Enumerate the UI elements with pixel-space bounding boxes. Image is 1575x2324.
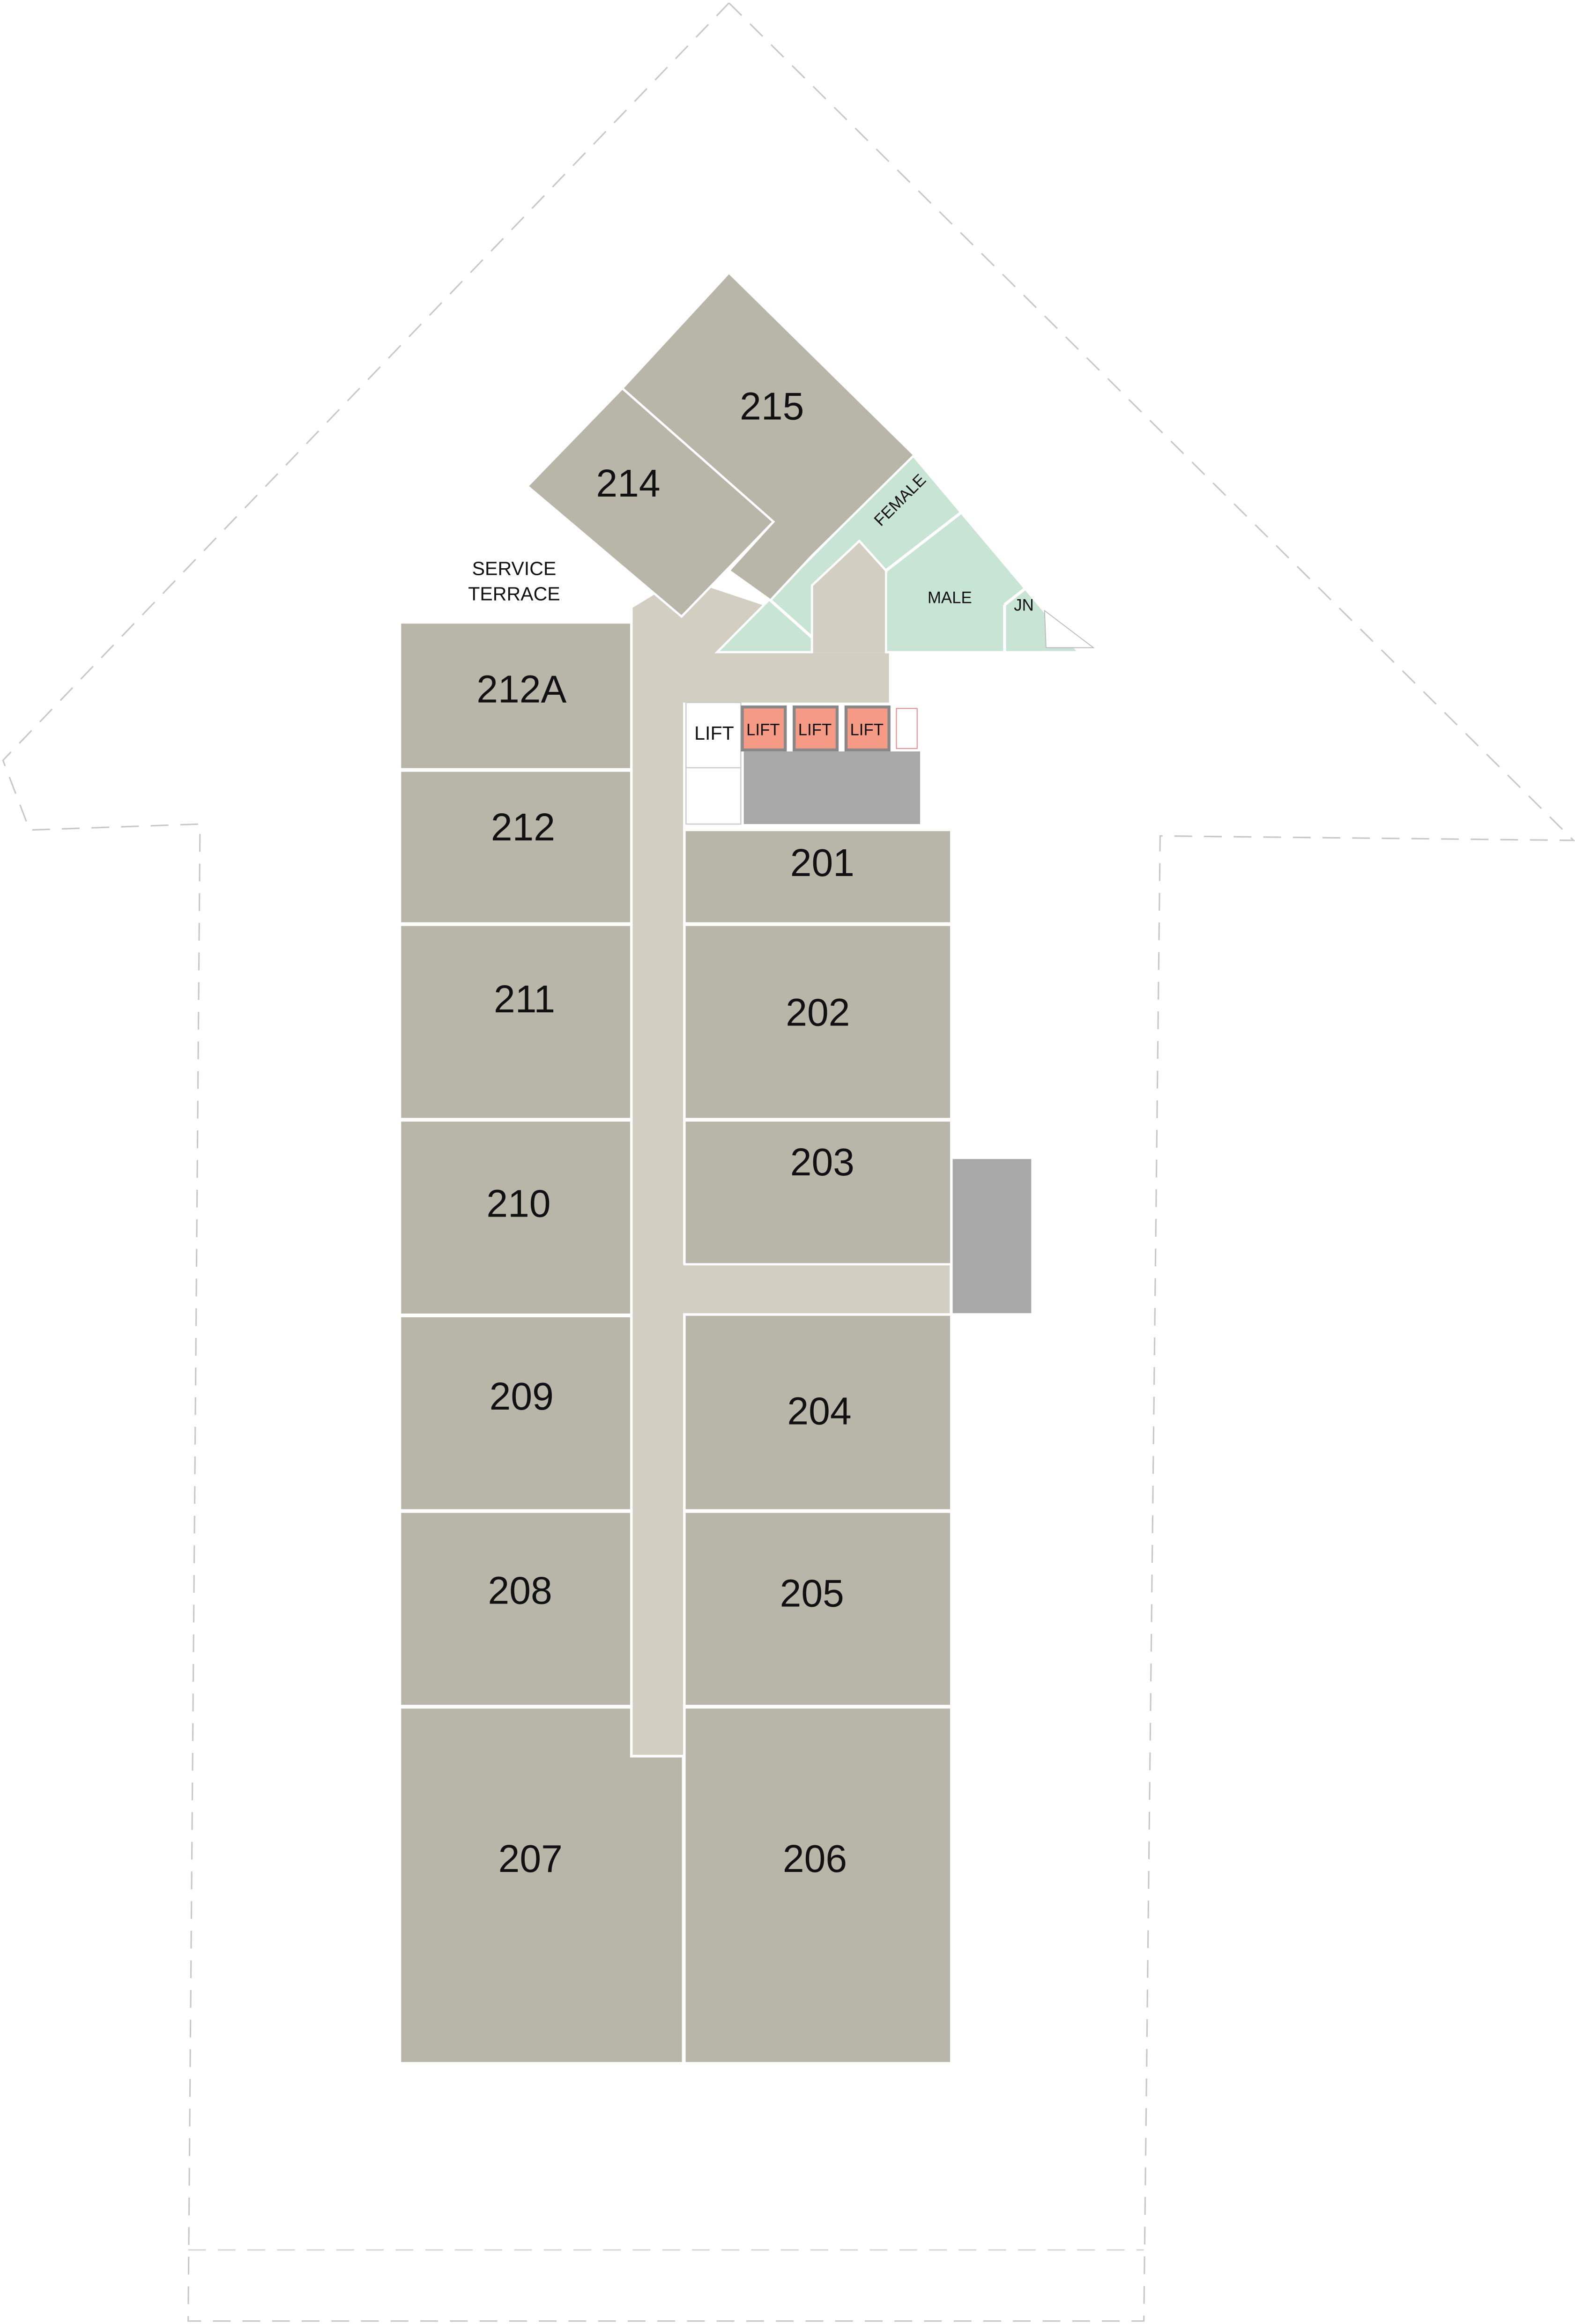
service-duct [896, 708, 918, 749]
room-205-label: 205 [780, 1573, 844, 1615]
lift-2 [793, 705, 839, 752]
lift-1-label: LIFT [746, 721, 780, 739]
shaft-void [1044, 609, 1095, 648]
room-209-label: 209 [490, 1375, 554, 1418]
room-214[interactable] [526, 386, 775, 618]
toilet-partition [1003, 577, 1040, 606]
corridor-upper [632, 578, 889, 1755]
room-212a[interactable] [399, 621, 632, 771]
room-206[interactable] [683, 1706, 952, 2064]
room-201-label: 201 [790, 842, 854, 884]
service-terrace-label: SERVICE [472, 558, 557, 579]
lift-2-label: LIFT [798, 721, 832, 739]
room-207[interactable] [399, 1706, 684, 2064]
room-202-label: 202 [786, 991, 850, 1034]
service-terrace-label-2: TERRACE [468, 583, 560, 604]
room-201[interactable] [683, 829, 952, 925]
stairs-east [952, 1159, 1032, 1314]
room-207-label: 207 [498, 1838, 563, 1880]
room-212a-label: 212A [476, 668, 566, 711]
male-toilet-label: MALE [928, 589, 972, 607]
room-211[interactable] [399, 923, 632, 1121]
room-204-label: 204 [787, 1390, 851, 1433]
room-212[interactable] [399, 769, 632, 925]
corridor-cross [683, 1264, 950, 1314]
stairs-core [743, 751, 921, 824]
room-203[interactable] [683, 1119, 952, 1266]
lift-3 [844, 705, 891, 752]
room-206-label: 206 [783, 1838, 847, 1880]
room-208-label: 208 [488, 1569, 552, 1612]
core-lobby [685, 767, 742, 825]
lift-3-label: LIFT [850, 721, 883, 739]
lift-main-label: LIFT [694, 722, 734, 744]
room-212-label: 212 [491, 806, 555, 849]
room-205[interactable] [683, 1510, 952, 1708]
room-203-label: 203 [790, 1141, 854, 1184]
room-211-label: 211 [494, 978, 555, 1021]
lift-main [685, 702, 742, 769]
room-204[interactable] [683, 1314, 952, 1512]
room-202[interactable] [683, 923, 952, 1121]
room-215-label: 215 [740, 385, 804, 428]
jn-label: JN [1014, 597, 1034, 615]
toilet-partition [885, 508, 966, 572]
room-214-label: 214 [596, 462, 660, 505]
room-210-label: 210 [486, 1183, 550, 1225]
toilet-partition [769, 599, 813, 639]
lift-1 [741, 705, 787, 752]
room-210[interactable] [399, 1119, 632, 1316]
room-209[interactable] [399, 1315, 632, 1512]
room-208[interactable] [399, 1510, 632, 1708]
